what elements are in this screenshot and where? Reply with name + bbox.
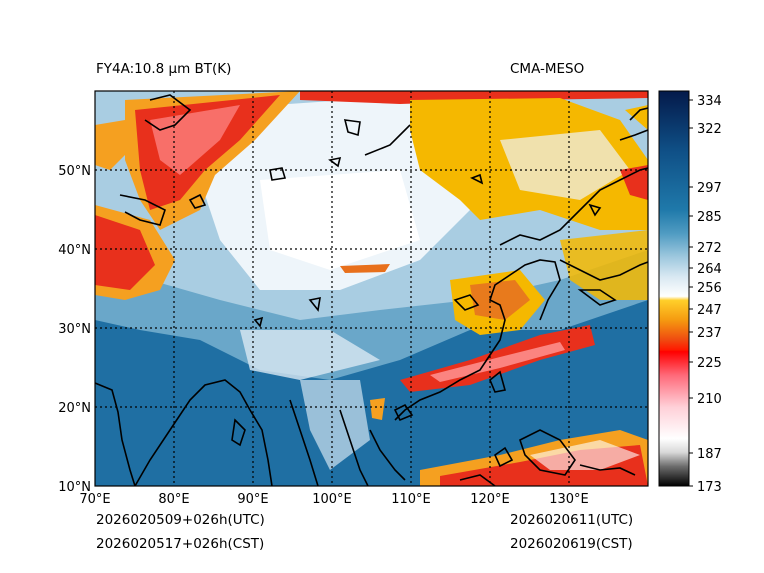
colorbar-tick-label: 210 bbox=[697, 392, 722, 407]
colorbar-tick-label: 173 bbox=[697, 480, 722, 495]
colorbar-tick-label: 322 bbox=[697, 122, 722, 137]
coastlines bbox=[95, 94, 648, 486]
colorbar-tick-label: 187 bbox=[697, 447, 722, 462]
colorbar-tick-label: 285 bbox=[697, 210, 722, 225]
colorbar-tick-label: 297 bbox=[697, 181, 722, 196]
lat-tick-label: 20°N bbox=[58, 401, 91, 416]
valid-time-utc: 2026020611(UTC) bbox=[510, 512, 634, 528]
lon-tick-label: 80°E bbox=[158, 492, 189, 507]
model-name: CMA-MESO bbox=[510, 61, 585, 77]
valid-time-cst: 2026020619(CST) bbox=[510, 536, 633, 552]
lat-tick-label: 50°N bbox=[58, 164, 91, 179]
colorbar-tick-label: 225 bbox=[697, 356, 722, 371]
colorbar-tick-label: 237 bbox=[697, 326, 722, 341]
colorbar-axis: 334 322 297 285 272 264 256 247 237 225 210 187 173 bbox=[689, 94, 722, 495]
colorbar bbox=[659, 91, 689, 486]
colorbar-tick-label: 264 bbox=[697, 262, 722, 277]
colorbar-tick-label: 247 bbox=[697, 303, 722, 318]
lon-tick-label: 70°E bbox=[79, 492, 110, 507]
map-frame bbox=[94, 90, 649, 487]
colorbar-tick-label: 334 bbox=[697, 94, 722, 109]
colorbar-frame bbox=[658, 90, 690, 487]
graticule bbox=[95, 91, 648, 486]
lat-tick-label: 10°N bbox=[58, 480, 91, 495]
init-time-cst: 2026020517+026h(CST) bbox=[96, 536, 265, 552]
lat-tick-label: 40°N bbox=[58, 243, 91, 258]
lon-tick-label: 130°E bbox=[549, 492, 589, 507]
init-time-utc: 2026020509+026h(UTC) bbox=[96, 512, 265, 528]
colorbar-tick-label: 272 bbox=[697, 241, 722, 256]
colorbar-tick-label: 256 bbox=[697, 281, 722, 296]
lat-tick-label: 30°N bbox=[58, 322, 91, 337]
lon-tick-label: 120°E bbox=[470, 492, 510, 507]
lon-tick-label: 110°E bbox=[391, 492, 431, 507]
satellite-image bbox=[95, 91, 648, 486]
longitude-axis: 70°E 80°E 90°E 100°E 110°E 120°E 130°E bbox=[79, 492, 588, 507]
lon-tick-label: 90°E bbox=[237, 492, 268, 507]
map-title: FY4A:10.8 µm BT(K) bbox=[96, 61, 232, 77]
lon-tick-label: 100°E bbox=[312, 492, 352, 507]
latitude-axis: 10°N 20°N 30°N 40°N 50°N bbox=[58, 164, 91, 495]
